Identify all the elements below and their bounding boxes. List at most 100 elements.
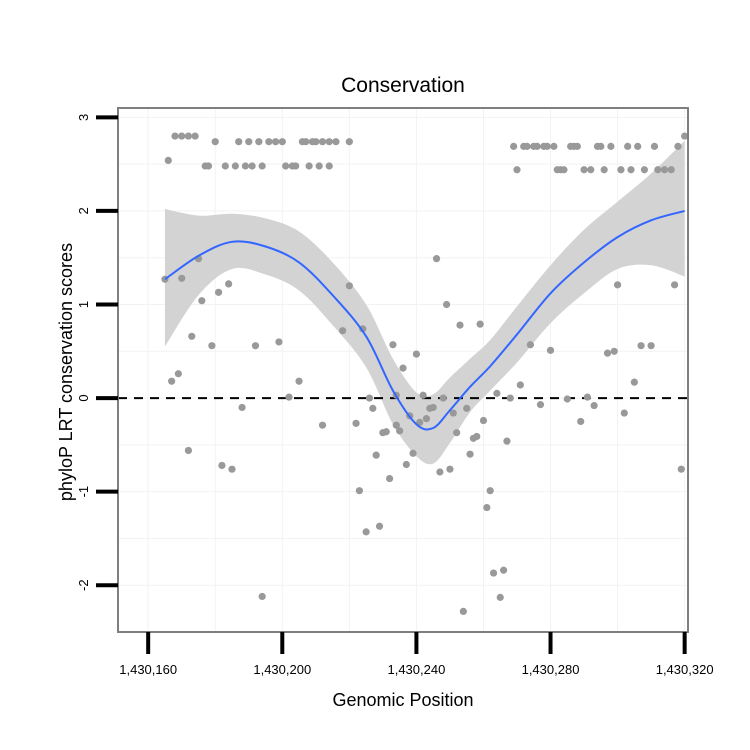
data-point [251, 342, 260, 350]
data-point [412, 350, 421, 358]
data-point [456, 321, 464, 329]
x-axis-title: Genomic Position [332, 690, 473, 710]
data-point [265, 138, 273, 146]
data-point [637, 342, 645, 350]
x-tick-label: 1,430,240 [387, 662, 445, 677]
data-point [372, 451, 380, 459]
data-point [318, 138, 327, 146]
y-tick-label: 1 [76, 301, 91, 308]
data-point [489, 569, 498, 577]
data-point [184, 446, 193, 455]
data-point [198, 297, 206, 305]
data-point [432, 255, 441, 263]
data-point [315, 162, 323, 170]
data-point [459, 607, 467, 616]
data-point [442, 300, 451, 309]
data-point [493, 389, 501, 397]
data-point [650, 142, 659, 150]
x-tick-label: 1,430,320 [656, 662, 714, 677]
y-tick-label: 0 [76, 394, 91, 401]
chart-title: Conservation [341, 74, 465, 97]
panel-border [117, 107, 689, 633]
data-point [523, 142, 531, 150]
data-point [627, 166, 635, 174]
y-tick-label: -1 [76, 486, 91, 498]
data-point [613, 281, 622, 289]
data-point [271, 138, 280, 146]
data-point [587, 166, 595, 174]
data-point [607, 142, 615, 150]
data-point [486, 487, 494, 495]
data-point [449, 409, 457, 417]
data-point [439, 394, 447, 402]
data-point [473, 432, 481, 441]
data-point [375, 522, 384, 530]
data-point [624, 142, 632, 150]
data-point [446, 465, 454, 473]
data-point [526, 341, 535, 349]
y-tick-label: 2 [76, 207, 91, 214]
data-point [184, 132, 193, 140]
data-point [225, 280, 233, 288]
data-point [302, 138, 310, 146]
data-point [399, 364, 407, 372]
data-point [345, 138, 353, 146]
data-point [245, 138, 253, 146]
data-point [429, 403, 437, 412]
data-point [255, 138, 263, 146]
data-point [345, 282, 353, 290]
data-point [620, 409, 628, 417]
data-point [436, 468, 444, 476]
data-point [174, 370, 182, 378]
data-point [362, 528, 370, 536]
data-point [218, 461, 226, 470]
data-point [295, 377, 303, 385]
data-point [476, 320, 484, 328]
data-point [681, 132, 689, 140]
data-point [550, 142, 558, 150]
data-point [573, 142, 581, 150]
data-point [318, 421, 327, 429]
data-point [355, 487, 364, 495]
data-point [258, 592, 266, 601]
data-point [221, 162, 229, 170]
data-point [503, 437, 511, 445]
data-point [238, 403, 246, 412]
data-point [533, 142, 541, 150]
data-point [191, 132, 199, 140]
data-point [392, 421, 400, 429]
confidence-ribbon [164, 140, 685, 465]
data-point [479, 416, 488, 425]
y-axis-title: phyloP LRT conservation scores [56, 243, 76, 501]
data-point [312, 138, 320, 146]
data-point [339, 327, 347, 335]
data-point [292, 162, 300, 170]
data-point [171, 132, 179, 140]
data-point [382, 428, 390, 436]
data-point [634, 142, 642, 150]
data-point [402, 460, 410, 469]
x-tick-label: 1,430,280 [522, 662, 580, 677]
data-point [235, 138, 243, 146]
data-point [278, 138, 286, 146]
data-point [463, 404, 471, 412]
x-tick-label: 1,430,160 [119, 662, 177, 677]
data-point [332, 138, 340, 146]
x-tick-label: 1,430,200 [253, 662, 311, 677]
data-point [496, 593, 504, 601]
data-point [506, 394, 514, 402]
data-point [597, 142, 605, 150]
data-point [630, 378, 638, 386]
data-point [208, 342, 216, 350]
data-point [385, 474, 394, 483]
data-point [674, 142, 682, 150]
data-point [231, 162, 239, 170]
data-point [419, 391, 427, 399]
data-point [359, 325, 367, 333]
data-point [483, 503, 491, 512]
data-point [352, 419, 360, 427]
data-point [583, 393, 592, 401]
data-point [248, 162, 256, 170]
data-point [275, 338, 283, 346]
data-point [178, 132, 186, 140]
